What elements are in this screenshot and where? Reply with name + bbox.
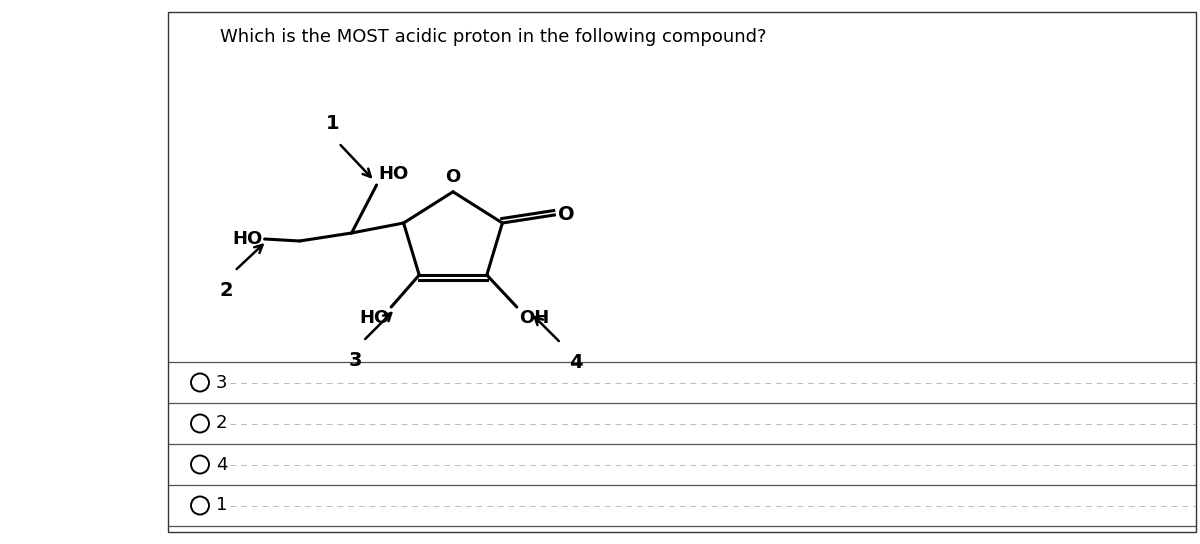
Text: 2: 2 [216, 415, 228, 432]
Text: 3: 3 [216, 374, 228, 392]
Text: 4: 4 [569, 353, 582, 372]
Circle shape [191, 374, 209, 392]
Circle shape [191, 455, 209, 473]
Bar [168, 12, 1196, 532]
Text: 2: 2 [220, 281, 234, 300]
Text: 4: 4 [216, 455, 228, 473]
Circle shape [191, 497, 209, 515]
Text: O: O [445, 168, 461, 186]
Text: 1: 1 [216, 497, 227, 515]
Text: Which is the MOST acidic proton in the following compound?: Which is the MOST acidic proton in the f… [220, 28, 767, 46]
Text: O: O [558, 206, 575, 225]
Text: 3: 3 [348, 351, 362, 370]
Text: OH: OH [518, 309, 550, 327]
Text: HO: HO [359, 309, 389, 327]
Circle shape [191, 415, 209, 432]
Text: HO: HO [233, 230, 263, 248]
Text: 1: 1 [325, 114, 340, 133]
Text: HO: HO [379, 165, 409, 183]
